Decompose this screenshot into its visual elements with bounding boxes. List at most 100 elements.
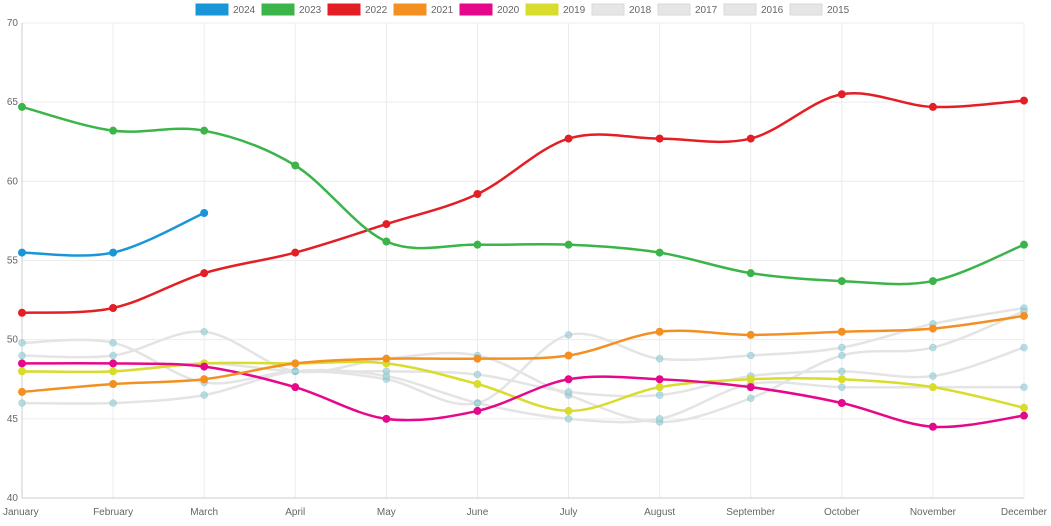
data-point[interactable] (291, 161, 300, 170)
data-point[interactable] (564, 415, 573, 423)
data-point[interactable] (18, 339, 26, 347)
data-point[interactable] (473, 354, 482, 363)
data-point[interactable] (473, 370, 482, 379)
data-point[interactable] (109, 339, 117, 347)
data-point[interactable] (109, 248, 118, 257)
data-point[interactable] (655, 415, 664, 423)
data-point[interactable] (1020, 343, 1028, 352)
data-point[interactable] (291, 248, 300, 257)
data-point[interactable] (109, 351, 117, 360)
data-point[interactable] (746, 134, 755, 143)
data-point[interactable] (382, 414, 391, 423)
data-point[interactable] (200, 126, 209, 135)
data-point[interactable] (837, 375, 846, 384)
data-point[interactable] (109, 380, 118, 388)
data-point[interactable] (928, 383, 937, 392)
legend-item-2016[interactable]: 2016 (723, 3, 784, 16)
legend-item-2024[interactable]: 2024 (195, 3, 256, 16)
data-point[interactable] (564, 388, 573, 396)
legend-item-2021[interactable]: 2021 (393, 3, 454, 16)
data-point[interactable] (837, 277, 846, 286)
data-point[interactable] (200, 209, 209, 217)
data-point[interactable] (291, 383, 300, 392)
data-point[interactable] (291, 367, 300, 376)
data-point[interactable] (838, 367, 846, 376)
data-point[interactable] (382, 354, 391, 363)
data-point[interactable] (109, 304, 118, 312)
legend-item-2022[interactable]: 2022 (327, 3, 388, 16)
data-point[interactable] (1020, 96, 1028, 105)
data-point[interactable] (200, 391, 208, 399)
data-point[interactable] (837, 327, 846, 336)
data-point[interactable] (473, 190, 482, 198)
data-point[interactable] (200, 269, 209, 278)
data-point[interactable] (746, 383, 755, 392)
data-point[interactable] (200, 327, 208, 336)
legend-item-2017[interactable]: 2017 (657, 3, 718, 16)
data-point[interactable] (655, 383, 664, 392)
data-point[interactable] (473, 380, 482, 388)
data-point[interactable] (1020, 383, 1028, 391)
legend-item-2023[interactable]: 2023 (261, 3, 322, 16)
data-point[interactable] (838, 351, 846, 360)
data-point[interactable] (838, 383, 846, 391)
data-point[interactable] (746, 375, 755, 384)
data-point[interactable] (929, 372, 937, 380)
data-point[interactable] (928, 422, 937, 431)
data-point[interactable] (655, 375, 664, 384)
data-point[interactable] (473, 406, 482, 415)
data-point[interactable] (655, 248, 664, 257)
legend[interactable]: 2024 2023 2022 2021 2020 2019 2018 2017 2016 2015 (195, 3, 850, 16)
data-point[interactable] (746, 269, 755, 278)
data-point[interactable] (564, 351, 573, 360)
legend-item-2020[interactable]: 2020 (459, 3, 520, 16)
data-point[interactable] (564, 406, 573, 415)
data-point[interactable] (655, 327, 664, 336)
legend-item-2018[interactable]: 2018 (591, 3, 652, 16)
data-point[interactable] (746, 351, 755, 360)
data-point[interactable] (291, 359, 300, 368)
data-point[interactable] (564, 240, 573, 249)
data-point[interactable] (1020, 240, 1028, 249)
data-point[interactable] (928, 324, 937, 333)
data-point[interactable] (655, 134, 664, 143)
data-point[interactable] (473, 240, 482, 249)
data-point[interactable] (18, 102, 26, 111)
data-point[interactable] (200, 375, 209, 384)
data-point[interactable] (928, 277, 937, 286)
data-point[interactable] (18, 399, 26, 407)
legend-item-2015[interactable]: 2015 (789, 3, 850, 16)
data-point[interactable] (18, 387, 26, 396)
data-point[interactable] (109, 359, 118, 368)
data-point[interactable] (382, 372, 391, 380)
data-point[interactable] (655, 354, 664, 363)
data-point[interactable] (473, 399, 482, 407)
data-point[interactable] (655, 391, 664, 399)
data-point[interactable] (564, 375, 573, 384)
data-point[interactable] (838, 343, 846, 352)
data-point[interactable] (382, 237, 391, 246)
y-tick-label: 65 (7, 97, 19, 108)
data-point[interactable] (564, 134, 573, 143)
data-point[interactable] (18, 308, 26, 317)
data-point[interactable] (746, 330, 755, 339)
data-point[interactable] (564, 331, 573, 339)
data-point[interactable] (18, 351, 26, 360)
data-point[interactable] (109, 399, 117, 407)
data-point[interactable] (382, 220, 391, 229)
legend-item-2019[interactable]: 2019 (525, 3, 586, 16)
data-point[interactable] (1020, 403, 1028, 412)
data-point[interactable] (18, 359, 26, 368)
data-point[interactable] (1020, 411, 1028, 420)
data-point[interactable] (109, 126, 118, 135)
data-point[interactable] (1020, 311, 1028, 320)
data-point[interactable] (928, 102, 937, 111)
data-point[interactable] (18, 367, 26, 376)
data-point[interactable] (109, 367, 118, 376)
data-point[interactable] (746, 394, 755, 403)
data-point[interactable] (200, 362, 209, 371)
data-point[interactable] (837, 399, 846, 407)
data-point[interactable] (929, 343, 937, 352)
data-point[interactable] (837, 90, 846, 99)
data-point[interactable] (18, 248, 26, 257)
